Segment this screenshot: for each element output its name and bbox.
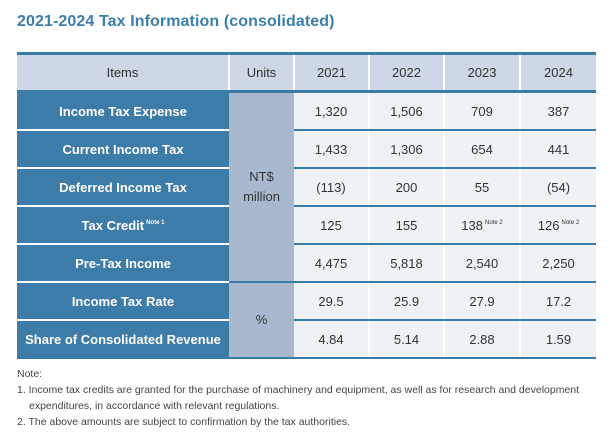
- note-item: 1. Income tax credits are granted for th…: [17, 384, 580, 412]
- value-cell: 387: [519, 91, 596, 131]
- value-cell: 138 Note 2: [443, 206, 520, 245]
- notes-section: Note: 1. Income tax credits are granted …: [17, 366, 609, 430]
- value-text: 138: [461, 217, 483, 233]
- value-cell: 654: [443, 130, 520, 169]
- note-item: 2. The above amounts are subject to conf…: [17, 416, 351, 428]
- value-cell: 1.59: [519, 320, 596, 359]
- header-2023: 2023: [443, 53, 520, 93]
- unit-label: NT$: [249, 169, 274, 184]
- row-label: Income Tax Rate: [17, 282, 229, 321]
- row-label-text: Tax Credit: [81, 217, 145, 233]
- page-title: 2021-2024 Tax Information (consolidated): [17, 13, 335, 30]
- value-cell: 4,475: [294, 244, 369, 283]
- header-2022: 2022: [368, 53, 444, 93]
- value-cell: 25.9: [368, 282, 444, 321]
- table-row: Income Tax Expense NT$ million 1,320 1,5…: [17, 91, 596, 282]
- row-label: Deferred Income Tax: [17, 168, 229, 207]
- row-label: Income Tax Expense: [17, 91, 229, 131]
- header-2024: 2024: [519, 53, 596, 93]
- unit-cell-ntd: NT$ million: [229, 91, 294, 282]
- table-row: Deferred Income Tax (113) 200 55 (54): [17, 168, 596, 207]
- value-cell: (54): [519, 168, 596, 207]
- note-ref: Note 2: [485, 219, 503, 226]
- table-row: Tax Credit Note 1 125 155 138 Note 2 126 No…: [17, 206, 596, 245]
- value-cell: 1,306: [368, 130, 444, 169]
- row-label: Share of Consolidated Revenue: [17, 320, 229, 359]
- value-cell: 2,250: [519, 244, 596, 283]
- value-cell: 4.84: [294, 320, 369, 359]
- note-ref: Note 1: [146, 219, 165, 226]
- table-row: Share of Consolidated Revenue 4.84 5.14 …: [17, 320, 596, 359]
- header-items: Items: [17, 53, 229, 93]
- value-cell: 1,433: [294, 130, 369, 169]
- value-cell: 27.9: [443, 282, 520, 321]
- value-cell: 1,506: [368, 91, 444, 131]
- unit-label: million: [243, 189, 280, 204]
- row-label: Pre-Tax Income: [17, 244, 229, 283]
- note-ref: Note 2: [561, 219, 580, 226]
- table-row: Current Income Tax 1,433 1,306 654 441: [17, 130, 596, 169]
- value-cell: 2.88: [443, 320, 520, 359]
- tax-table: Items Units 2021 2022 2023 2024 Income T…: [17, 52, 596, 359]
- table-row: Income Tax Rate % 29.5 25.9 27.9 17.2: [17, 281, 596, 359]
- value-cell: 155: [368, 206, 444, 245]
- value-cell: (113): [294, 168, 369, 207]
- value-cell: 126 Note 2: [519, 206, 596, 245]
- table-row: Pre-Tax Income 4,475 5,818 2,540 2,250: [17, 244, 596, 283]
- value-cell: 125: [294, 206, 369, 245]
- value-text: 126: [537, 217, 560, 233]
- value-cell: 55: [443, 168, 520, 207]
- value-cell: 200: [368, 168, 444, 207]
- row-label: Tax Credit Note 1: [17, 206, 229, 245]
- value-cell: 5.14: [368, 320, 444, 359]
- unit-cell-percent: %: [229, 281, 294, 359]
- value-cell: 709: [443, 91, 520, 131]
- header-units: Units: [228, 53, 294, 93]
- value-cell: 17.2: [519, 282, 596, 321]
- row-label: Current Income Tax: [17, 130, 229, 169]
- value-cell: 5,818: [368, 244, 444, 283]
- value-cell: 29.5: [294, 282, 369, 321]
- value-cell: 1,320: [294, 91, 369, 131]
- notes-heading: Note:: [17, 368, 43, 380]
- value-cell: 441: [519, 130, 596, 169]
- value-cell: 2,540: [443, 244, 520, 283]
- table-header-row: Items Units 2021 2022 2023 2024: [17, 53, 596, 93]
- header-2021: 2021: [293, 53, 369, 93]
